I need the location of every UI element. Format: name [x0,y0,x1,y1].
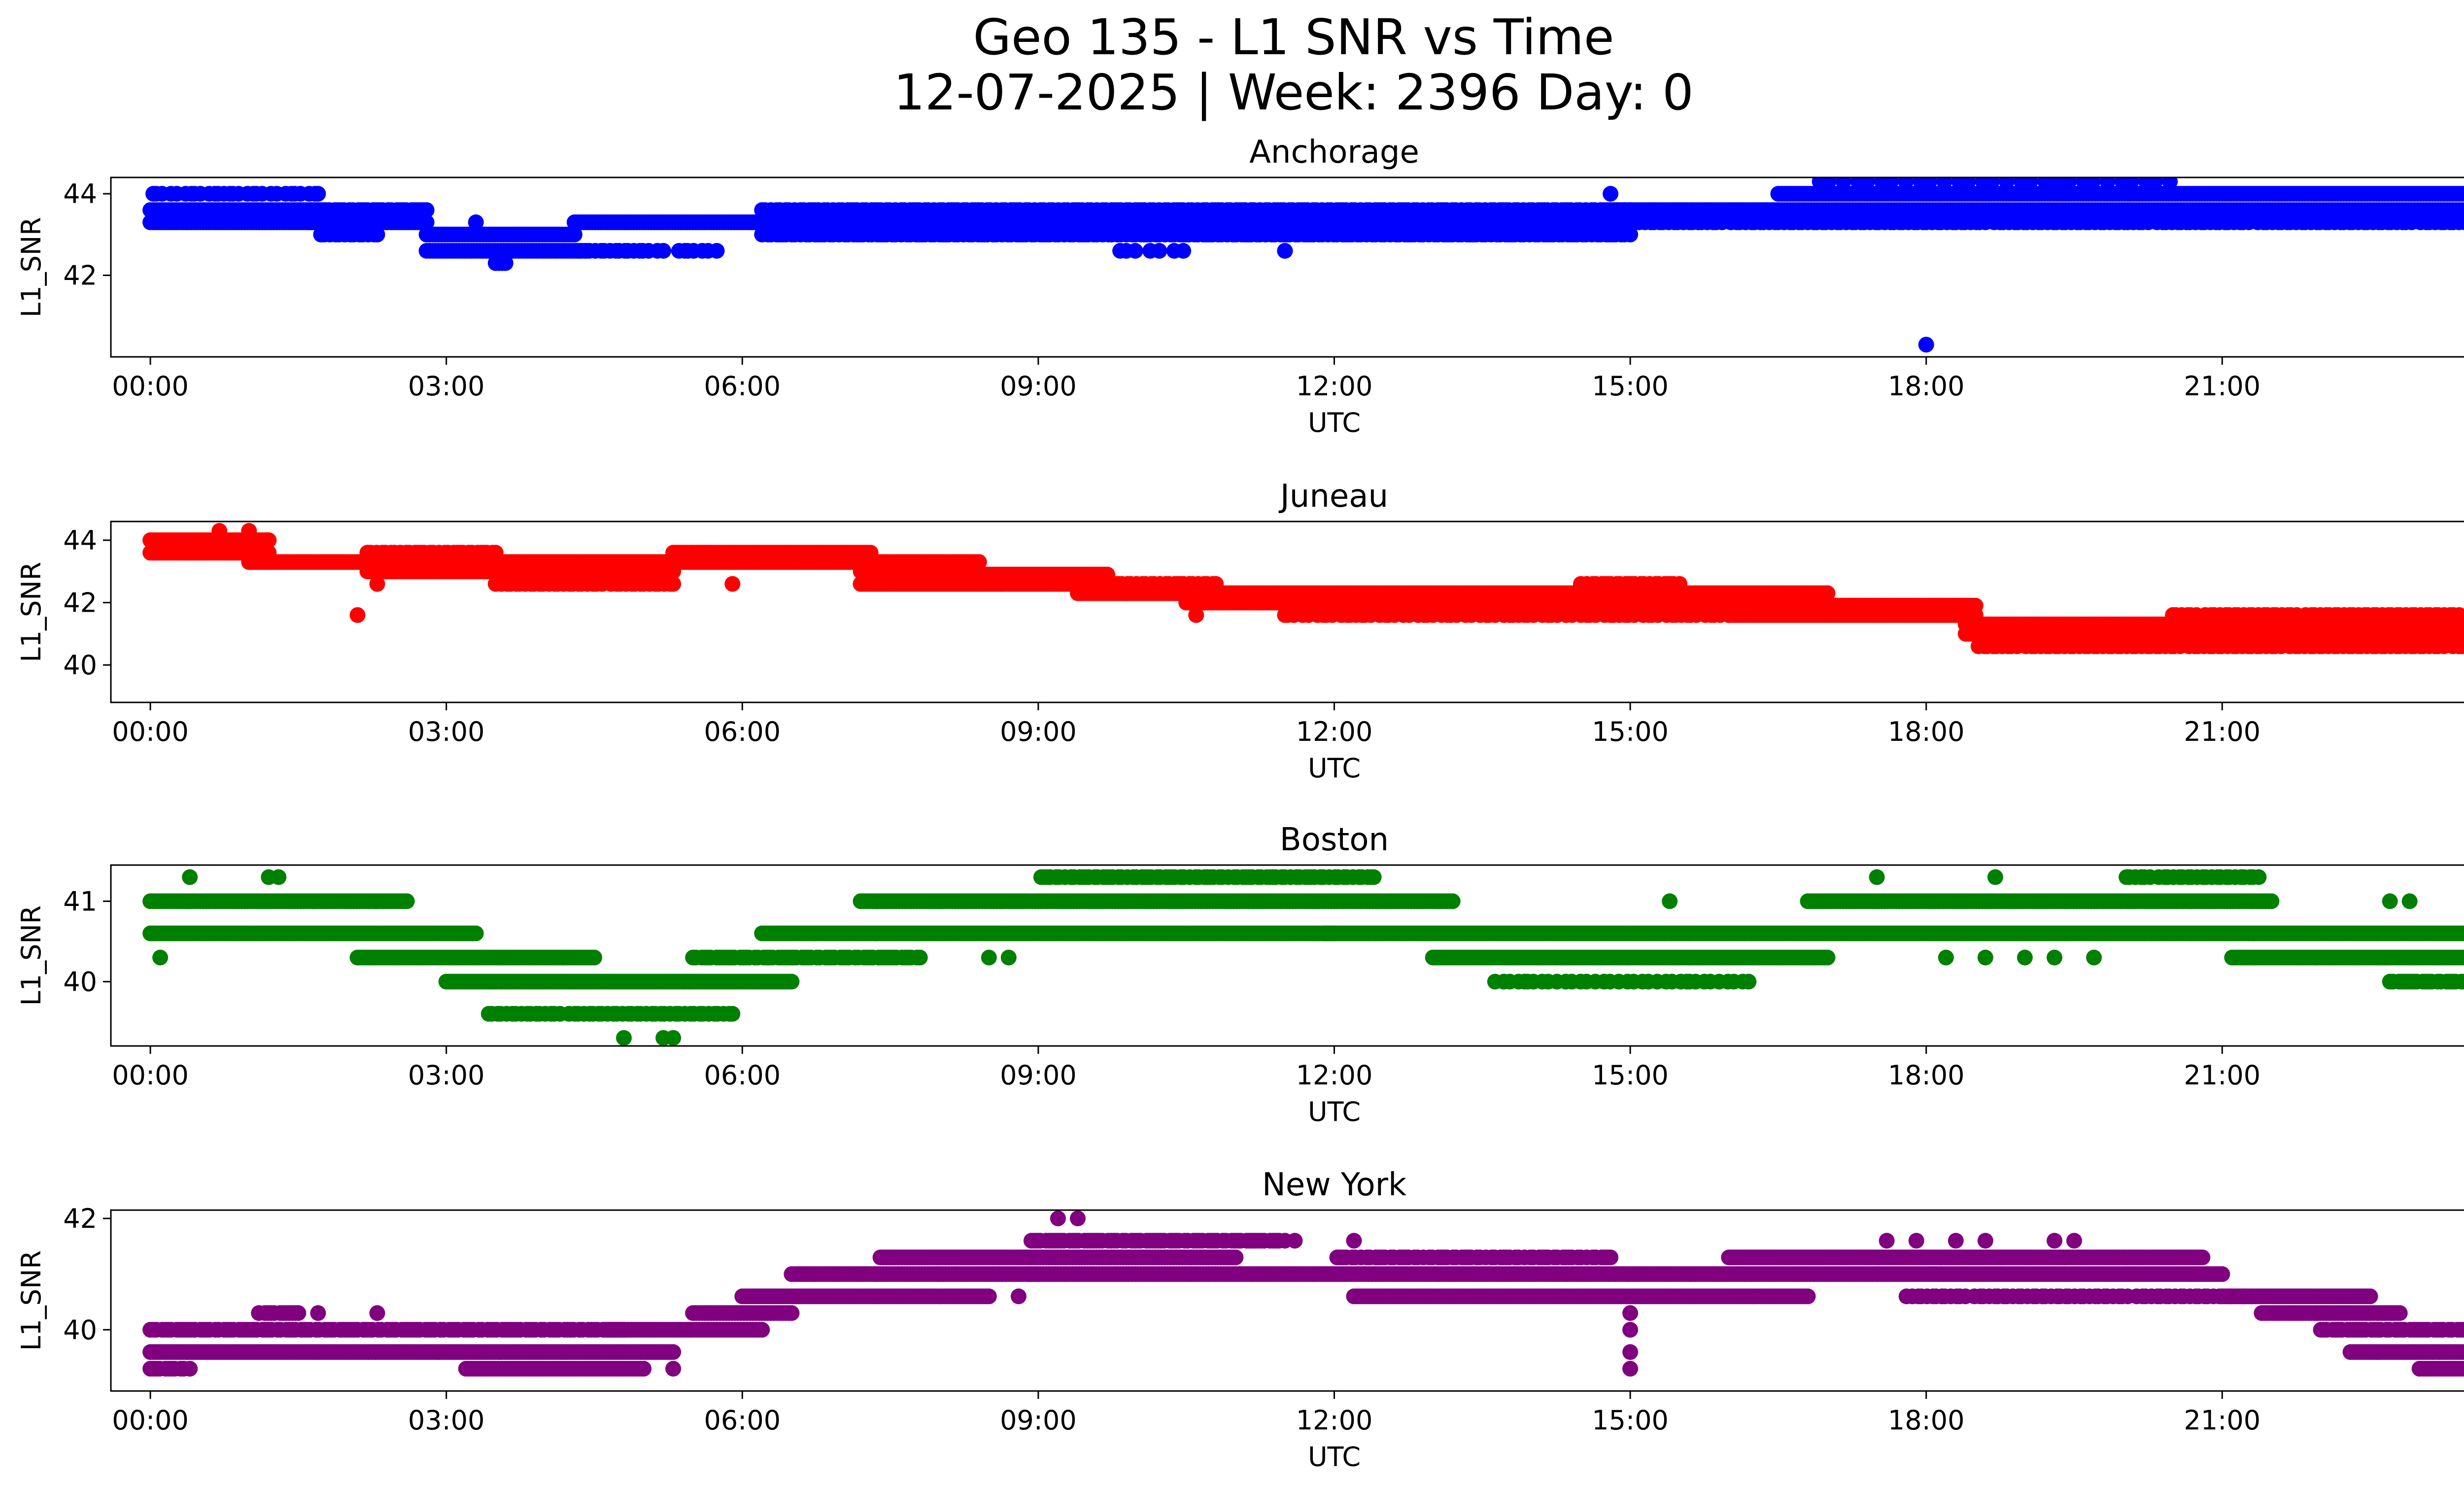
y-tick-label: 42 [63,588,97,619]
figure-title-line2: 12-07-2025 | Week: 2396 Day: 0 [893,64,1693,121]
x-tick-label: 18:00 [1888,716,1965,747]
x-tick-label: 06:00 [704,371,781,402]
data-point [2123,177,2139,190]
panel-anchorage-points [142,177,2464,353]
panel-anchorage: Anchorage 00:00 03:00 06:00 09:00 12:00 15:00 1… [16,134,2464,438]
panel-juneau-ylabel: L1_SNR [16,562,47,662]
data-point [468,925,484,941]
data-point [2463,206,2464,214]
x-tick-label: 18:00 [1888,371,1965,402]
x-tick-label: 12:00 [1296,716,1373,747]
panel-juneau: Juneau 00:00 03:00 06:00 09:00 12:00 15:00 18:0… [16,478,2464,784]
panel-boston-title: Boston [1280,822,1389,858]
data-point [784,973,800,990]
data-point [724,1006,741,1022]
x-tick-label: 00:00 [112,716,189,747]
data-point [1277,243,1293,259]
data-point [1918,337,1934,353]
data-point [369,576,385,592]
data-point [709,243,725,259]
data-point [2085,177,2101,190]
y-tick-label: 44 [63,178,97,209]
data-point [2460,215,2464,229]
data-point [1984,177,2000,190]
data-point [1175,243,1192,259]
data-point [211,523,228,539]
data-point [1188,607,1204,623]
data-point [418,214,435,230]
x-tick-label: 03:00 [408,716,485,747]
data-point [241,523,257,539]
y-tick-label: 40 [63,650,97,681]
data-point [1898,177,1914,190]
data-point [1921,177,1938,190]
data-point [2099,177,2116,190]
data-point [586,949,602,966]
data-point [655,243,672,259]
x-tick-label: 06:00 [704,716,781,747]
figure-title-line1: Geo 135 - L1 SNR vs Time [973,8,1614,66]
data-point [1622,226,1639,243]
data-point [2460,187,2464,201]
data-point [566,226,582,243]
data-point [369,226,385,243]
data-point [349,607,366,623]
data-point [1999,177,2015,190]
x-tick-label: 12:00 [1296,371,1373,402]
data-point [418,202,435,218]
x-tick-label: 15:00 [1592,716,1669,747]
data-point [665,576,682,592]
data-point [1127,243,1143,259]
data-point [399,893,415,909]
data-point [2460,608,2464,622]
y-tick-label: 42 [63,260,97,291]
data-point [1820,177,1837,190]
panel-anchorage-xlabel: UTC [1308,407,1361,438]
x-tick-label: 09:00 [1000,716,1077,747]
data-point [1835,177,1851,190]
data-point [2463,190,2464,198]
data-point [310,186,326,202]
data-point [497,255,513,271]
x-tick-label: 21:00 [2184,371,2261,402]
panel-boston-points [142,869,2464,1046]
data-point [261,532,277,548]
x-tick-label: 21:00 [2184,716,2261,747]
data-point [1151,243,1167,259]
panel-juneau-title: Juneau [1278,478,1388,515]
data-point [724,576,741,592]
panel-juneau-xlabel: UTC [1308,753,1361,784]
data-point [2162,177,2178,190]
data-point [1960,177,1976,190]
data-point [2061,177,2077,190]
data-point [1859,177,1875,190]
data-point [1603,186,1619,202]
x-tick-label: 15:00 [1592,371,1669,402]
y-tick-label: 44 [63,525,97,556]
data-point [468,214,484,230]
data-point [912,949,928,966]
panel-anchorage-title: Anchorage [1249,134,1419,171]
data-point [1883,177,1899,190]
data-point [2460,639,2464,654]
data-point [1672,576,1688,592]
x-tick-label: 09:00 [1000,371,1077,402]
x-tick-label: 00:00 [112,371,189,402]
data-point [2460,203,2464,217]
data-point [2460,626,2464,641]
data-point [1936,177,1952,190]
data-point [2451,607,2464,623]
data-point [2022,177,2039,190]
panel-anchorage-ylabel: L1_SNR [16,217,47,317]
x-tick-label: 03:00 [408,371,485,402]
data-point [2147,177,2163,190]
panel-juneau-points [142,523,2464,655]
